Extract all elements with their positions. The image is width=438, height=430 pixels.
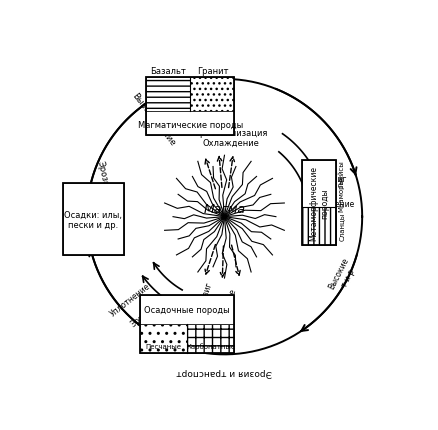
Bar xyxy=(303,207,336,245)
Text: Высокие
т и р: Высокие т и р xyxy=(327,255,360,295)
Text: Кристаллизация: Кристаллизация xyxy=(194,128,268,137)
Text: Метаморфические
породы: Метаморфические породы xyxy=(310,166,329,240)
Bar xyxy=(187,324,234,353)
Bar xyxy=(146,78,191,112)
Text: Гранит: Гранит xyxy=(197,67,228,75)
Text: Эрозия: Эрозия xyxy=(95,160,111,192)
Bar xyxy=(140,295,234,353)
Bar xyxy=(146,112,234,136)
Bar xyxy=(191,78,234,112)
Text: Эрозия: Эрозия xyxy=(129,304,157,329)
Text: Магма: Магма xyxy=(204,203,245,215)
Text: Гнейсы: Гнейсы xyxy=(338,160,344,187)
Text: Погружение: Погружение xyxy=(304,200,354,209)
Text: Выветривание: Выветривание xyxy=(130,91,177,147)
Text: Охлаждение: Охлаждение xyxy=(203,138,260,147)
Text: Сланцы: Сланцы xyxy=(338,212,344,241)
Text: Магматические породы: Магматические породы xyxy=(138,121,243,130)
Bar xyxy=(63,184,124,255)
Text: Поддвиг: Поддвиг xyxy=(312,175,347,184)
Bar xyxy=(303,161,336,207)
Text: Погружение: Погружение xyxy=(214,286,238,337)
Bar xyxy=(303,161,336,245)
Bar xyxy=(146,78,234,136)
Bar xyxy=(140,324,187,353)
Text: Мраморы: Мраморы xyxy=(338,178,344,212)
Bar xyxy=(140,295,234,324)
Text: Базальт: Базальт xyxy=(151,67,187,75)
Bar xyxy=(63,184,124,255)
Text: Поддвиг: Поддвиг xyxy=(195,280,214,316)
Text: Карбонатные: Карбонатные xyxy=(186,343,235,349)
Text: Песчаные: Песчаные xyxy=(145,343,181,349)
Text: Эрозия и транспорт: Эрозия и транспорт xyxy=(177,368,272,377)
Text: Уплотнение: Уплотнение xyxy=(108,281,152,318)
Text: Осадки: илы,
пески и др.: Осадки: илы, пески и др. xyxy=(64,210,122,229)
Text: Осадочные породы: Осадочные породы xyxy=(144,306,230,314)
